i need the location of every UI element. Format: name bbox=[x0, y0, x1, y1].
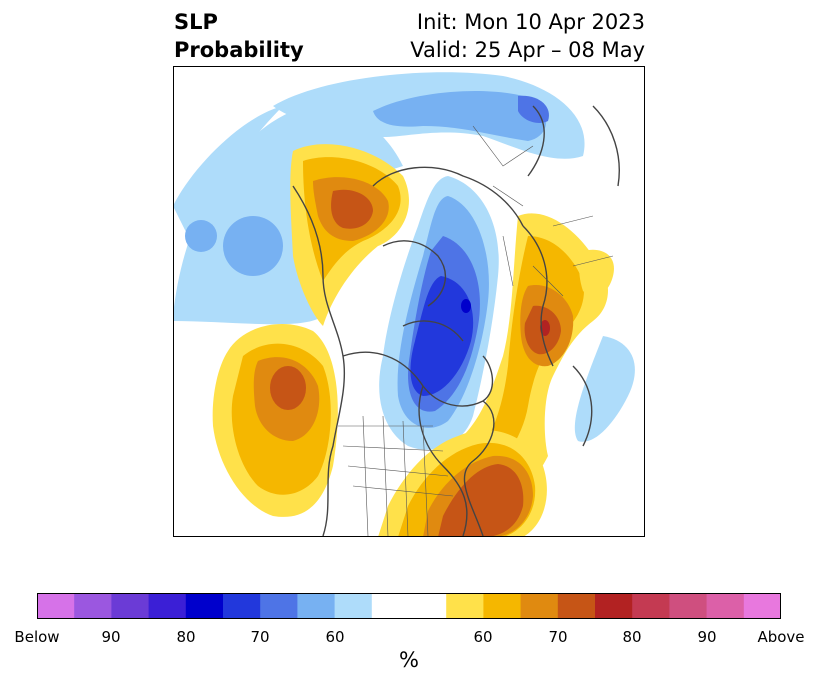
below-60-east bbox=[574, 336, 635, 442]
tick-label-above-60: 60 bbox=[473, 628, 493, 646]
tick-label-below-80: 80 bbox=[176, 628, 196, 646]
tick-label-below-60: 60 bbox=[325, 628, 345, 646]
tick-label-above-70: 70 bbox=[548, 628, 568, 646]
coastlines bbox=[292, 105, 620, 537]
below-70-arctic bbox=[373, 91, 547, 141]
below-60-pacific-2 bbox=[173, 106, 283, 246]
colorbar-segment bbox=[74, 593, 112, 619]
above-60-europe bbox=[579, 249, 614, 296]
tick-label-above-80: 80 bbox=[622, 628, 642, 646]
colorbar-segment bbox=[669, 593, 707, 619]
tick-label-below-70: 70 bbox=[250, 628, 270, 646]
tick-label-below-90: 90 bbox=[101, 628, 121, 646]
tick-label-above: Above bbox=[757, 628, 805, 646]
chart-title: SLP Probability bbox=[174, 8, 304, 64]
valid-range: Valid: 25 Apr – 08 May bbox=[410, 38, 645, 62]
below-90-central bbox=[410, 276, 474, 396]
above-90-alaska bbox=[331, 189, 373, 229]
colorbar-unit: % bbox=[399, 648, 419, 672]
init-date: Init: Mon 10 Apr 2023 bbox=[416, 10, 645, 34]
borders bbox=[338, 125, 614, 537]
below-70-pacific-a bbox=[223, 216, 283, 276]
title-line-2: Probability bbox=[174, 38, 304, 62]
colorbar-segment bbox=[185, 593, 224, 619]
below-80-arctic bbox=[518, 95, 549, 123]
above-90-se-us bbox=[438, 464, 524, 537]
colorbar-segment bbox=[483, 593, 521, 619]
tick-label-below: Below bbox=[14, 628, 60, 646]
colorbar-segment bbox=[557, 593, 596, 619]
chart-subtitle: Init: Mon 10 Apr 2023 Valid: 25 Apr – 08… bbox=[410, 8, 645, 64]
colorbar-segment bbox=[297, 593, 335, 619]
below-95-core bbox=[461, 299, 471, 313]
colorbar-outline bbox=[37, 593, 781, 619]
colorbar-segment bbox=[148, 593, 187, 619]
title-line-1: SLP bbox=[174, 10, 218, 34]
colorbar-segment bbox=[371, 593, 410, 619]
colorbar-segment bbox=[520, 593, 559, 619]
colorbar-segment bbox=[111, 593, 149, 619]
colorbar-segment bbox=[743, 593, 781, 619]
colorbar-segment bbox=[260, 593, 298, 619]
colorbar-segment bbox=[223, 593, 261, 619]
tick-label-above-90: 90 bbox=[697, 628, 717, 646]
below-70-pacific-b bbox=[185, 220, 217, 252]
colorbar-segment bbox=[37, 593, 75, 619]
colorbar-segment bbox=[409, 593, 447, 619]
above-90-pacific bbox=[270, 366, 306, 410]
colorbar bbox=[37, 593, 781, 619]
probability-map bbox=[173, 66, 645, 537]
colorbar-segment bbox=[334, 593, 373, 619]
colorbar-segment bbox=[446, 593, 484, 619]
colorbar-segment bbox=[595, 593, 633, 619]
colorbar-segment bbox=[706, 593, 745, 619]
colorbar-segment bbox=[632, 593, 670, 619]
